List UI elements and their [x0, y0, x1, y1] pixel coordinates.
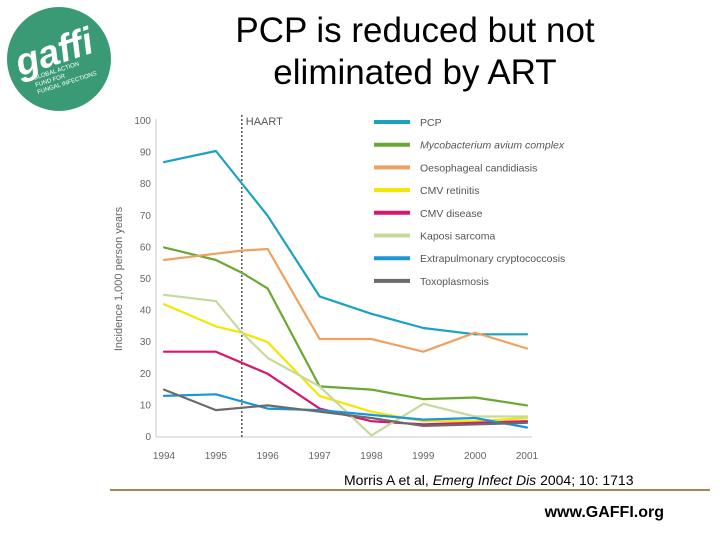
series-line-pcp [162, 149, 529, 336]
y-tick-label-90: 90 [140, 148, 152, 159]
legend-label-kaposi-sarcoma: Kaposi sarcoma [420, 231, 495, 243]
citation-author: Morris A et al, [344, 472, 429, 488]
citation-journal: Emerg Infect Dis [432, 472, 537, 488]
citation-ref: 2004; 10: 1713 [540, 472, 634, 488]
series-line-extrapulmonary-cryptococcosis [162, 393, 529, 429]
y-tick-label-70: 70 [140, 211, 152, 222]
slide-title-line-1: PCP is reduced but not [235, 11, 595, 50]
y-axis-label: Incidence 1,000 person years [113, 206, 125, 351]
x-tick-label-1995: 1995 [205, 451, 228, 462]
y-tick-label-50: 50 [140, 274, 152, 285]
legend-label-mycobacterium-avium-complex: Mycobacterium avium complex [420, 140, 565, 152]
x-tick-label-1994: 1994 [153, 451, 176, 462]
y-tick-label-20: 20 [140, 369, 152, 380]
y-tick-label-80: 80 [140, 179, 152, 190]
gaffi-url: www.GAFFI.org [544, 504, 664, 521]
x-tick-label-2001: 2001 [516, 451, 539, 462]
slide-title-line-2: eliminated by ART [273, 53, 557, 92]
series-line-kaposi-sarcoma [162, 293, 529, 437]
logo-circle [7, 7, 111, 111]
y-tick-label-0: 0 [145, 432, 151, 443]
series-line-cmv-retinitis [162, 303, 529, 423]
y-tick-label-60: 60 [140, 242, 152, 253]
x-tick-label-1999: 1999 [412, 451, 435, 462]
citation: Morris A et al, Emerg Infect Dis 2004; 1… [344, 472, 634, 488]
x-tick-label-1998: 1998 [360, 451, 383, 462]
x-tick-label-1996: 1996 [257, 451, 280, 462]
legend-label-oesophageal-candidiasis: Oesophageal candidiasis [420, 162, 537, 174]
divider-rule [110, 489, 710, 491]
legend-label-extrapulmonary-cryptococcosis: Extrapulmonary cryptococcosis [420, 253, 565, 265]
y-tick-label-10: 10 [140, 400, 152, 411]
legend-label-cmv-disease: CMV disease [420, 208, 483, 220]
y-tick-label-100: 100 [134, 116, 151, 127]
x-tick-label-2000: 2000 [464, 451, 487, 462]
haart-annotation: HAART [246, 116, 283, 128]
y-tick-label-40: 40 [140, 306, 152, 317]
legend-label-toxoplasmosis: Toxoplasmosis [420, 276, 489, 288]
legend-label-cmv-retinitis: CMV retinitis [420, 185, 480, 197]
series-line-toxoplasmosis [162, 388, 529, 427]
gaffi-logo: gaffi GLOBAL ACTION FUND FOR FUNGAL INFE… [7, 7, 111, 111]
legend-label-pcp: PCP [420, 117, 442, 129]
slide-title: PCP is reduced but not eliminated by ART [180, 10, 650, 94]
x-tick-label-1997: 1997 [308, 451, 331, 462]
series-line-oesophageal-candidiasis [162, 247, 529, 353]
incidence-line-chart: 0 10 20 30 40 50 60 70 80 90 100 1994 1995 1996 1997 19… [113, 115, 565, 462]
y-tick-label-30: 30 [140, 337, 152, 348]
